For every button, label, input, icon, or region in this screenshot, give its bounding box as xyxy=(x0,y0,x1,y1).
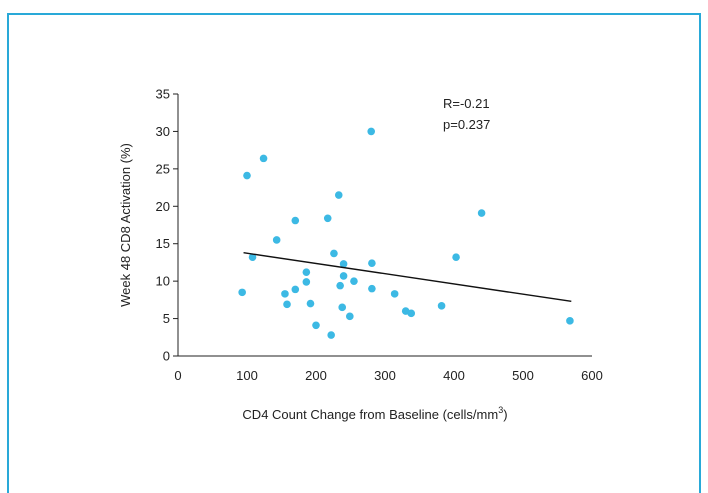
y-axis-label: Week 48 CD8 Activation (%) xyxy=(118,143,133,307)
data-point xyxy=(350,277,358,285)
data-point xyxy=(302,278,311,286)
figure-frame xyxy=(7,13,701,493)
data-point xyxy=(339,260,348,268)
data-point xyxy=(452,253,460,261)
data-point xyxy=(306,299,315,308)
x-tick-label: 300 xyxy=(374,368,396,383)
data-point xyxy=(243,171,251,180)
y-ticks: 0 5 10 15 20 25 30 35 xyxy=(156,87,178,364)
data-point xyxy=(327,331,335,339)
data-point xyxy=(566,317,574,325)
data-point xyxy=(323,214,332,223)
data-point xyxy=(259,154,268,163)
y-tick-label: 5 xyxy=(163,311,170,326)
x-tick-label: 100 xyxy=(236,368,258,383)
x-tick-label: 600 xyxy=(581,368,603,383)
data-point xyxy=(334,191,343,199)
data-point xyxy=(281,290,289,298)
y-tick-label: 20 xyxy=(156,199,170,214)
x-tick-label: 0 xyxy=(174,368,181,383)
data-point xyxy=(367,127,376,136)
x-ticks: 0 100 200 300 400 500 600 xyxy=(174,368,602,383)
data-point xyxy=(390,290,399,298)
y-tick-label: 10 xyxy=(156,274,170,289)
data-point xyxy=(248,253,257,261)
data-point xyxy=(407,309,416,318)
data-point xyxy=(312,321,320,330)
data-point xyxy=(437,302,446,310)
data-point xyxy=(291,285,300,294)
data-point xyxy=(477,209,486,217)
trend-line xyxy=(243,252,572,303)
data-point xyxy=(330,249,338,258)
y-tick-label: 30 xyxy=(156,124,170,139)
y-tick-label: 35 xyxy=(156,87,170,102)
x-axis-label-main: CD4 Count Change from Baseline (cells/mm xyxy=(242,407,498,422)
data-point xyxy=(238,288,246,297)
data-point xyxy=(346,312,354,321)
data-point xyxy=(368,259,376,267)
x-axis-label-superscript: 3 xyxy=(498,405,503,415)
annotation-p: p=0.237 xyxy=(443,117,490,132)
data-point xyxy=(283,300,291,309)
data-points xyxy=(238,127,574,339)
data-point xyxy=(291,216,300,225)
x-axis-label-suffix: ) xyxy=(503,407,507,422)
y-tick-label: 25 xyxy=(156,161,170,176)
data-point xyxy=(368,284,376,293)
data-point xyxy=(302,268,311,276)
x-axis-label: CD4 Count Change from Baseline (cells/mm… xyxy=(242,405,507,422)
data-point xyxy=(336,281,344,290)
data-point xyxy=(272,236,281,244)
data-point xyxy=(338,303,347,312)
data-point xyxy=(339,272,348,280)
y-tick-label: 15 xyxy=(156,236,170,251)
x-tick-label: 500 xyxy=(512,368,534,383)
chart-axes xyxy=(177,94,592,357)
annotation-r: R=-0.21 xyxy=(443,96,490,111)
x-tick-label: 200 xyxy=(305,368,327,383)
y-tick-label: 0 xyxy=(163,349,170,364)
x-tick-label: 400 xyxy=(443,368,465,383)
